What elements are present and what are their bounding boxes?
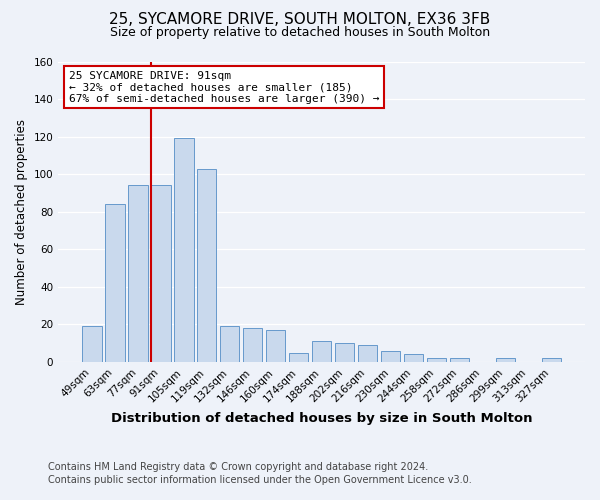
Bar [289,352,308,362]
Bar [128,186,148,362]
Bar [243,328,262,362]
Bar [427,358,446,362]
Bar [105,204,125,362]
Bar [335,343,355,362]
Text: Contains public sector information licensed under the Open Government Licence v3: Contains public sector information licen… [48,475,472,485]
Bar [312,342,331,362]
Bar [542,358,561,362]
Bar [449,358,469,362]
Bar [381,350,400,362]
Text: 25 SYCAMORE DRIVE: 91sqm
← 32% of detached houses are smaller (185)
67% of semi-: 25 SYCAMORE DRIVE: 91sqm ← 32% of detach… [69,70,379,104]
Bar [358,345,377,362]
Y-axis label: Number of detached properties: Number of detached properties [15,118,28,304]
Bar [404,354,423,362]
Text: 25, SYCAMORE DRIVE, SOUTH MOLTON, EX36 3FB: 25, SYCAMORE DRIVE, SOUTH MOLTON, EX36 3… [109,12,491,28]
Bar [197,168,217,362]
Text: Contains HM Land Registry data © Crown copyright and database right 2024.: Contains HM Land Registry data © Crown c… [48,462,428,472]
Bar [266,330,286,362]
Text: Size of property relative to detached houses in South Molton: Size of property relative to detached ho… [110,26,490,39]
Bar [220,326,239,362]
X-axis label: Distribution of detached houses by size in South Molton: Distribution of detached houses by size … [111,412,532,425]
Bar [82,326,101,362]
Bar [496,358,515,362]
Bar [174,138,194,362]
Bar [151,186,170,362]
